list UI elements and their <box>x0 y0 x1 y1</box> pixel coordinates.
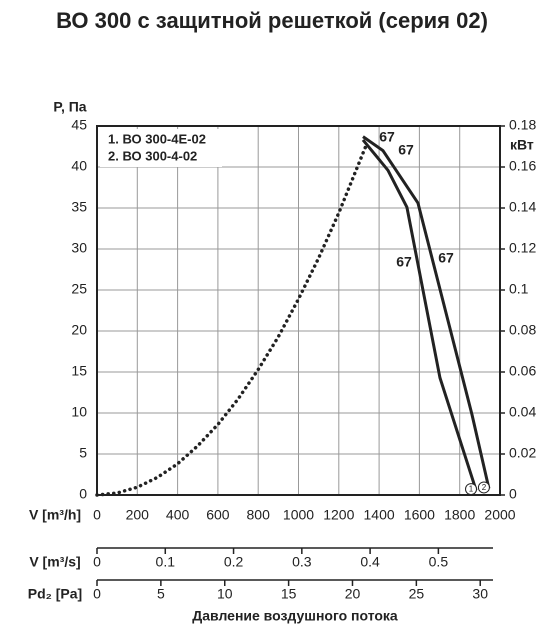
annotation: 67 <box>438 250 454 266</box>
x-tick-label: 800 <box>247 507 271 523</box>
x-tick-label: 1200 <box>323 507 354 523</box>
x-tick-label: 2000 <box>484 507 515 523</box>
plot-frame <box>96 125 501 496</box>
secondary-tick-label: 30 <box>472 586 488 602</box>
footer-label: Давление воздушного потока <box>192 608 398 624</box>
legend-entry: 2. ВО 300-4-02 <box>108 148 197 163</box>
x-tick-label: 1600 <box>404 507 435 523</box>
x-tick-label: 0 <box>93 507 101 523</box>
series-line <box>362 135 491 489</box>
annotation: 67 <box>396 254 412 270</box>
secondary-axis-label: V [m³/s] <box>29 554 80 570</box>
y2-tick-label: 0.12 <box>509 240 536 256</box>
y-axis-label: P, Па <box>53 99 86 115</box>
secondary-tick-label: 5 <box>157 586 165 602</box>
legend-entry: 1. ВО 300-4Е-02 <box>108 131 206 146</box>
y-tick-label: 25 <box>71 281 87 297</box>
x-tick-label: 200 <box>126 507 150 523</box>
y2-tick-label: 0.04 <box>509 404 536 420</box>
annotation: 67 <box>398 142 414 158</box>
secondary-tick-label: 0.1 <box>156 554 176 570</box>
y-tick-label: 45 <box>71 117 87 133</box>
y2-tick-label: 0.1 <box>509 281 529 297</box>
y-tick-label: 30 <box>71 240 87 256</box>
annotation: 67 <box>379 129 395 145</box>
secondary-tick-label: 15 <box>281 586 297 602</box>
secondary-tick-label: 0.2 <box>224 554 244 570</box>
series-line <box>361 138 478 491</box>
end-label: 2 <box>482 483 487 492</box>
chart-title: ВО 300 с защитной решеткой (серия 02) <box>56 8 488 33</box>
secondary-tick-label: 0 <box>93 586 101 602</box>
y2-tick-label: 0 <box>509 486 517 502</box>
y-tick-label: 10 <box>71 404 87 420</box>
y2-tick-label: 0.18 <box>509 117 536 133</box>
y2-tick-label: 0.06 <box>509 363 536 379</box>
y-tick-label: 20 <box>71 322 87 338</box>
y-tick-label: 15 <box>71 363 87 379</box>
secondary-tick-label: 0.3 <box>292 554 312 570</box>
end-label: 1 <box>469 485 474 494</box>
secondary-tick-label: 0 <box>93 554 101 570</box>
x-tick-label: 1800 <box>444 507 475 523</box>
y-tick-label: 35 <box>71 199 87 215</box>
y2-tick-label: 0.02 <box>509 445 536 461</box>
end-marker <box>477 481 490 494</box>
y2-tick-label: 0.08 <box>509 322 536 338</box>
secondary-axis-label: Pd₂ [Pa] <box>28 586 82 602</box>
y2-tick-label: 0.16 <box>509 158 536 174</box>
y-tick-label: 40 <box>71 158 87 174</box>
secondary-tick-label: 20 <box>345 586 361 602</box>
secondary-tick-label: 10 <box>217 586 233 602</box>
x-tick-label: 1000 <box>283 507 314 523</box>
x-axis-label: V [m³/h] <box>29 507 81 523</box>
secondary-tick-label: 0.4 <box>360 554 380 570</box>
end-marker <box>465 483 478 496</box>
y-tick-label: 5 <box>79 445 87 461</box>
x-tick-label: 1400 <box>364 507 395 523</box>
y2-axis-label: кВт <box>510 137 534 153</box>
secondary-tick-label: 25 <box>409 586 425 602</box>
secondary-tick-label: 0.5 <box>429 554 449 570</box>
legend-box <box>100 129 222 167</box>
y2-tick-label: 0.14 <box>509 199 536 215</box>
x-tick-label: 400 <box>166 507 190 523</box>
y-tick-label: 0 <box>79 486 87 502</box>
x-tick-label: 600 <box>206 507 230 523</box>
system-curve <box>95 141 369 497</box>
